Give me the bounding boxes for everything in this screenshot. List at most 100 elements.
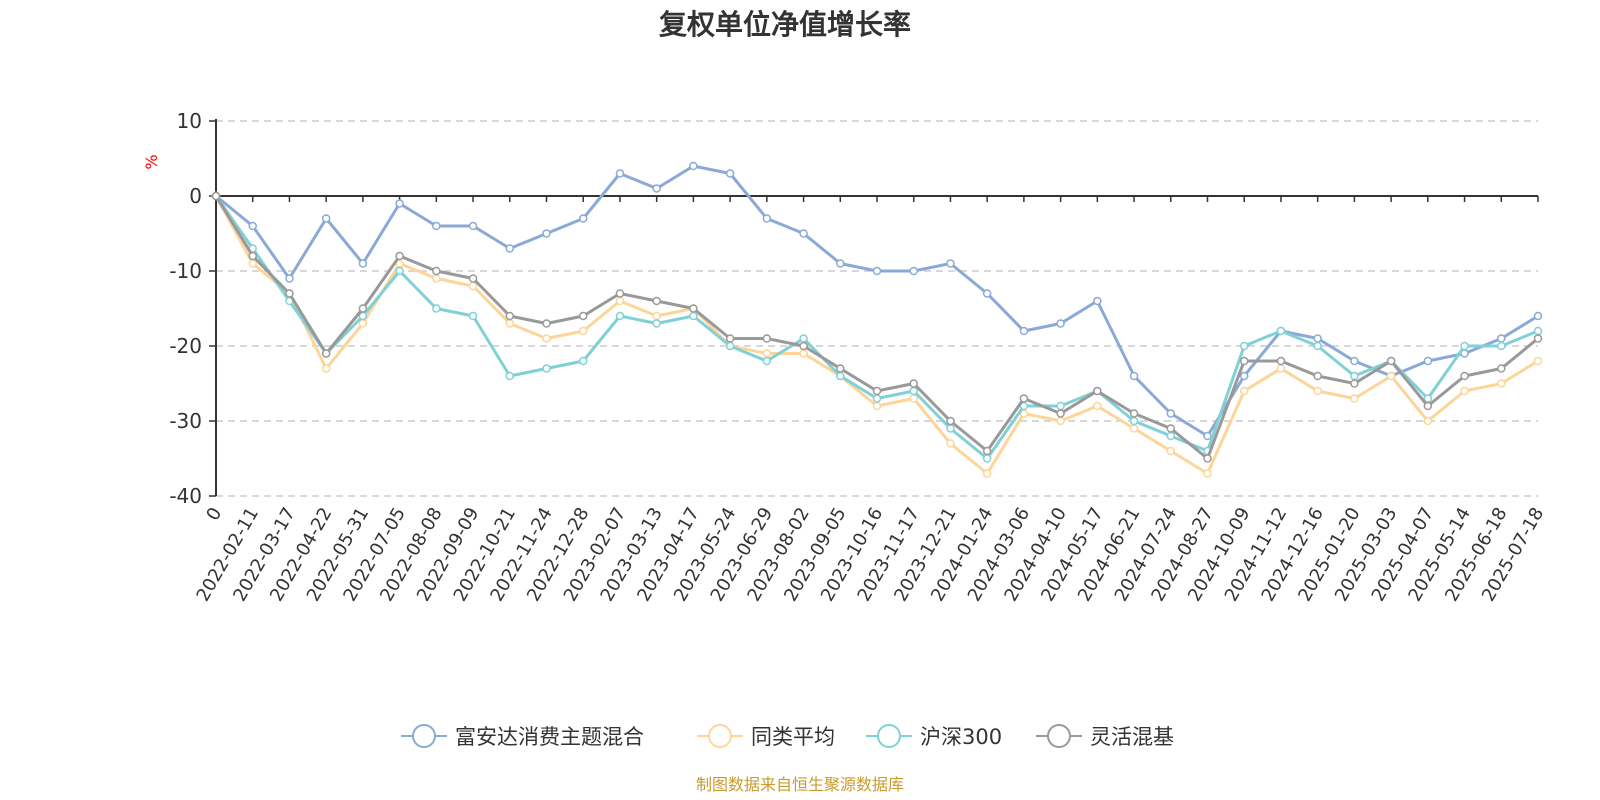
data-point[interactable] [1350, 394, 1359, 403]
legend-item[interactable]: 富安达消费主题混合 [401, 724, 644, 749]
data-point[interactable] [982, 446, 992, 456]
data-point[interactable] [1093, 386, 1102, 396]
series-line[interactable] [214, 195, 1539, 460]
data-point[interactable] [1350, 371, 1359, 381]
data-point[interactable] [432, 304, 441, 313]
data-point[interactable] [1166, 446, 1176, 456]
data-point[interactable] [395, 199, 404, 208]
data-point[interactable] [1533, 326, 1543, 336]
legend-item[interactable]: 沪深300 [866, 724, 1002, 749]
data-point[interactable] [946, 424, 955, 433]
data-point[interactable] [652, 319, 661, 328]
series-line[interactable] [214, 195, 1539, 475]
data-point[interactable] [1533, 311, 1543, 321]
data-point[interactable] [542, 334, 551, 343]
data-point[interactable] [725, 341, 735, 351]
data-point[interactable] [1313, 341, 1322, 351]
data-point[interactable] [468, 311, 478, 321]
data-point[interactable] [725, 169, 735, 178]
data-point[interactable] [505, 311, 515, 321]
data-point[interactable] [1056, 319, 1065, 328]
data-point[interactable] [689, 311, 698, 321]
data-point[interactable] [248, 251, 257, 261]
data-point[interactable] [321, 364, 331, 373]
data-point[interactable] [762, 334, 772, 343]
data-point[interactable] [285, 289, 294, 298]
data-point[interactable] [689, 304, 698, 313]
data-point[interactable] [1019, 394, 1029, 403]
data-point[interactable] [1276, 364, 1286, 373]
data-point[interactable] [505, 319, 515, 328]
data-point[interactable] [836, 371, 845, 381]
data-point[interactable] [1497, 341, 1506, 351]
data-point[interactable] [872, 401, 882, 411]
data-point[interactable] [468, 281, 478, 291]
data-point[interactable] [946, 439, 955, 448]
data-point[interactable] [836, 364, 845, 373]
data-point[interactable] [542, 364, 551, 373]
data-point[interactable] [1239, 356, 1249, 366]
data-point[interactable] [1166, 424, 1176, 433]
data-point[interactable] [1497, 334, 1506, 343]
data-point[interactable] [1497, 379, 1506, 388]
data-point[interactable] [358, 304, 368, 313]
data-point[interactable] [1533, 356, 1543, 366]
data-point[interactable] [1093, 296, 1102, 306]
data-point[interactable] [1203, 431, 1212, 441]
legend-item[interactable]: 灵活混基 [1036, 724, 1174, 749]
data-point[interactable] [982, 454, 992, 463]
data-point[interactable] [652, 296, 661, 306]
data-point[interactable] [615, 289, 625, 298]
data-point[interactable] [799, 341, 808, 351]
data-point[interactable] [1203, 454, 1212, 463]
data-point[interactable] [1093, 401, 1102, 411]
data-point[interactable] [909, 386, 918, 396]
data-point[interactable] [1239, 386, 1249, 396]
data-point[interactable] [1460, 371, 1469, 381]
data-point[interactable] [836, 259, 845, 268]
data-point[interactable] [1166, 409, 1176, 418]
data-point[interactable] [321, 214, 331, 223]
data-point[interactable] [578, 311, 588, 321]
data-point[interactable] [1166, 431, 1176, 441]
data-point[interactable] [652, 311, 661, 321]
data-point[interactable] [285, 274, 294, 283]
data-point[interactable] [211, 191, 221, 201]
data-point[interactable] [358, 259, 368, 268]
data-point[interactable] [872, 386, 882, 396]
data-point[interactable] [799, 349, 808, 358]
data-point[interactable] [1423, 416, 1433, 426]
data-point[interactable] [248, 221, 257, 231]
data-point[interactable] [1276, 326, 1286, 336]
data-point[interactable] [1460, 386, 1469, 396]
series-line[interactable] [214, 195, 1539, 460]
data-point[interactable] [946, 259, 955, 268]
data-point[interactable] [578, 214, 588, 223]
data-point[interactable] [1056, 401, 1065, 411]
data-point[interactable] [652, 184, 661, 193]
data-point[interactable] [909, 394, 918, 403]
data-point[interactable] [1423, 401, 1433, 411]
data-point[interactable] [432, 266, 441, 276]
data-point[interactable] [1350, 379, 1359, 388]
data-point[interactable] [468, 221, 478, 231]
data-point[interactable] [982, 469, 992, 478]
data-point[interactable] [1423, 356, 1433, 366]
data-point[interactable] [1239, 371, 1249, 381]
data-point[interactable] [1129, 424, 1139, 433]
data-point[interactable] [1239, 341, 1249, 351]
data-point[interactable] [358, 319, 368, 328]
data-point[interactable] [1056, 416, 1065, 426]
data-point[interactable] [762, 214, 772, 223]
data-point[interactable] [982, 289, 992, 298]
data-point[interactable] [1497, 364, 1506, 373]
data-point[interactable] [1460, 341, 1469, 351]
data-point[interactable] [872, 394, 882, 403]
data-point[interactable] [1313, 371, 1322, 381]
data-point[interactable] [542, 319, 551, 328]
legend-item[interactable]: 同类平均 [697, 724, 835, 749]
data-point[interactable] [468, 274, 478, 283]
data-point[interactable] [1276, 356, 1286, 366]
data-point[interactable] [872, 266, 882, 276]
data-point[interactable] [578, 356, 588, 366]
